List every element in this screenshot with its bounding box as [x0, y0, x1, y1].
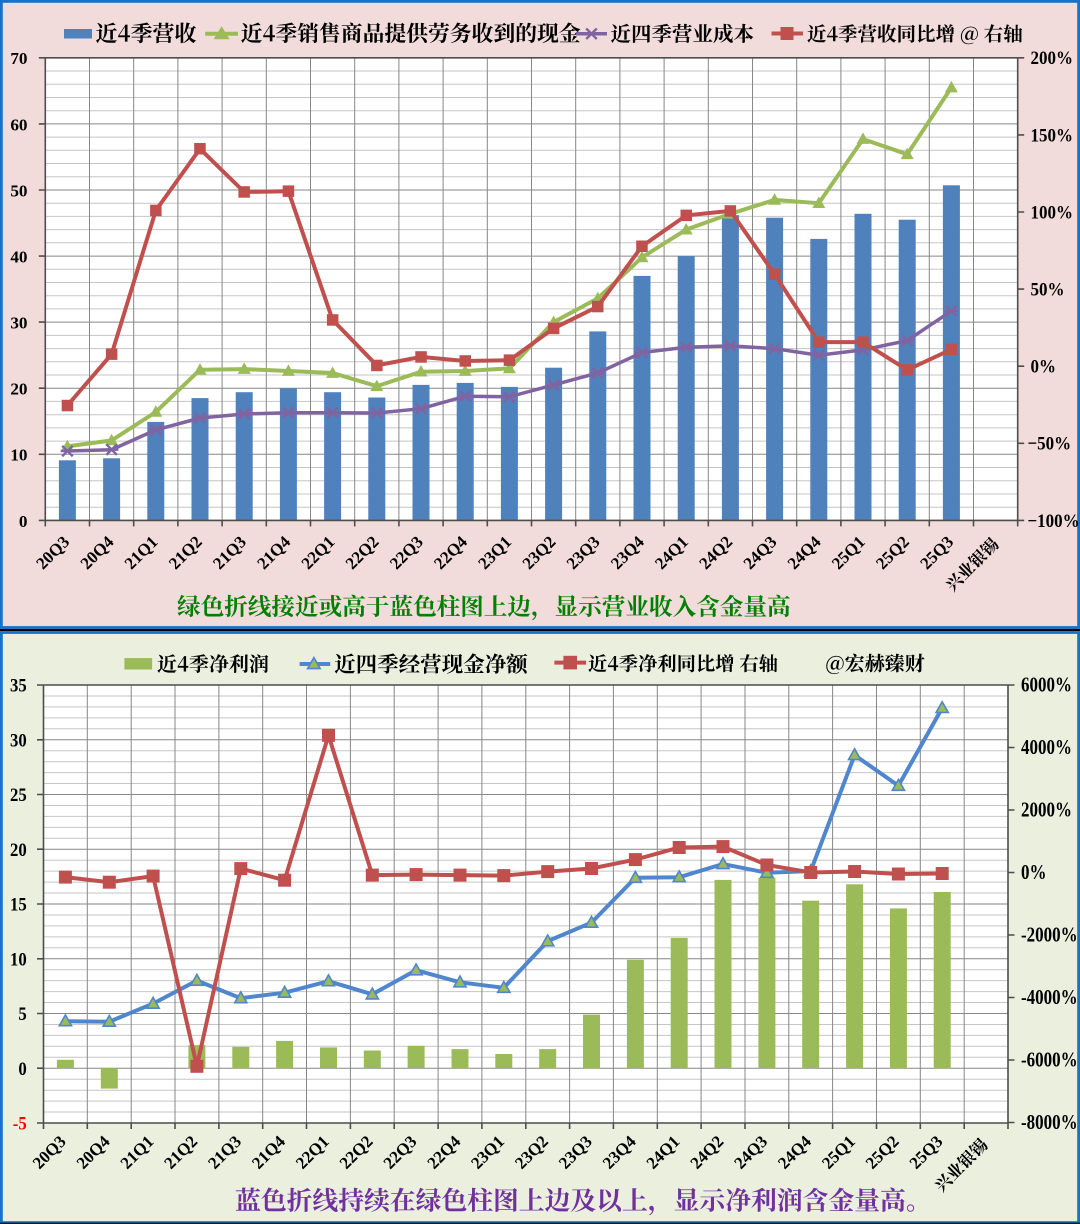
svg-text:200%: 200% [1031, 47, 1073, 68]
svg-text:50%: 50% [1031, 279, 1065, 300]
svg-text:0: 0 [18, 1058, 26, 1079]
svg-text:20: 20 [10, 380, 27, 399]
svg-text:5: 5 [18, 1003, 26, 1024]
svg-text:4000%: 4000% [1021, 736, 1072, 759]
svg-text:−50%: −50% [1028, 433, 1072, 454]
svg-text:-4000%: -4000% [1021, 986, 1078, 1009]
svg-text:60: 60 [10, 115, 27, 134]
svg-text:-2000%: -2000% [1021, 924, 1078, 947]
svg-text:-6000%: -6000% [1021, 1049, 1078, 1072]
svg-text:10: 10 [10, 949, 27, 970]
svg-text:0: 0 [19, 512, 28, 531]
svg-text:0%: 0% [1031, 356, 1056, 377]
svg-text:30: 30 [10, 314, 27, 333]
svg-text:10: 10 [10, 446, 27, 465]
svg-text:15: 15 [10, 894, 27, 915]
svg-text:6000%: 6000% [1021, 674, 1072, 697]
svg-text:40: 40 [10, 248, 27, 267]
svg-text:50: 50 [10, 181, 27, 200]
svg-text:150%: 150% [1031, 124, 1073, 145]
svg-text:−100%: −100% [1028, 510, 1080, 531]
svg-text:0%: 0% [1021, 861, 1046, 884]
svg-text:35: 35 [10, 675, 27, 696]
svg-text:30: 30 [10, 730, 27, 751]
svg-text:-5: -5 [13, 1113, 27, 1134]
svg-text:70: 70 [10, 49, 27, 68]
svg-text:2000%: 2000% [1021, 799, 1072, 822]
svg-text:25: 25 [10, 784, 27, 805]
svg-text:-8000%: -8000% [1021, 1111, 1078, 1134]
svg-text:20: 20 [10, 839, 27, 860]
svg-text:100%: 100% [1031, 201, 1073, 222]
